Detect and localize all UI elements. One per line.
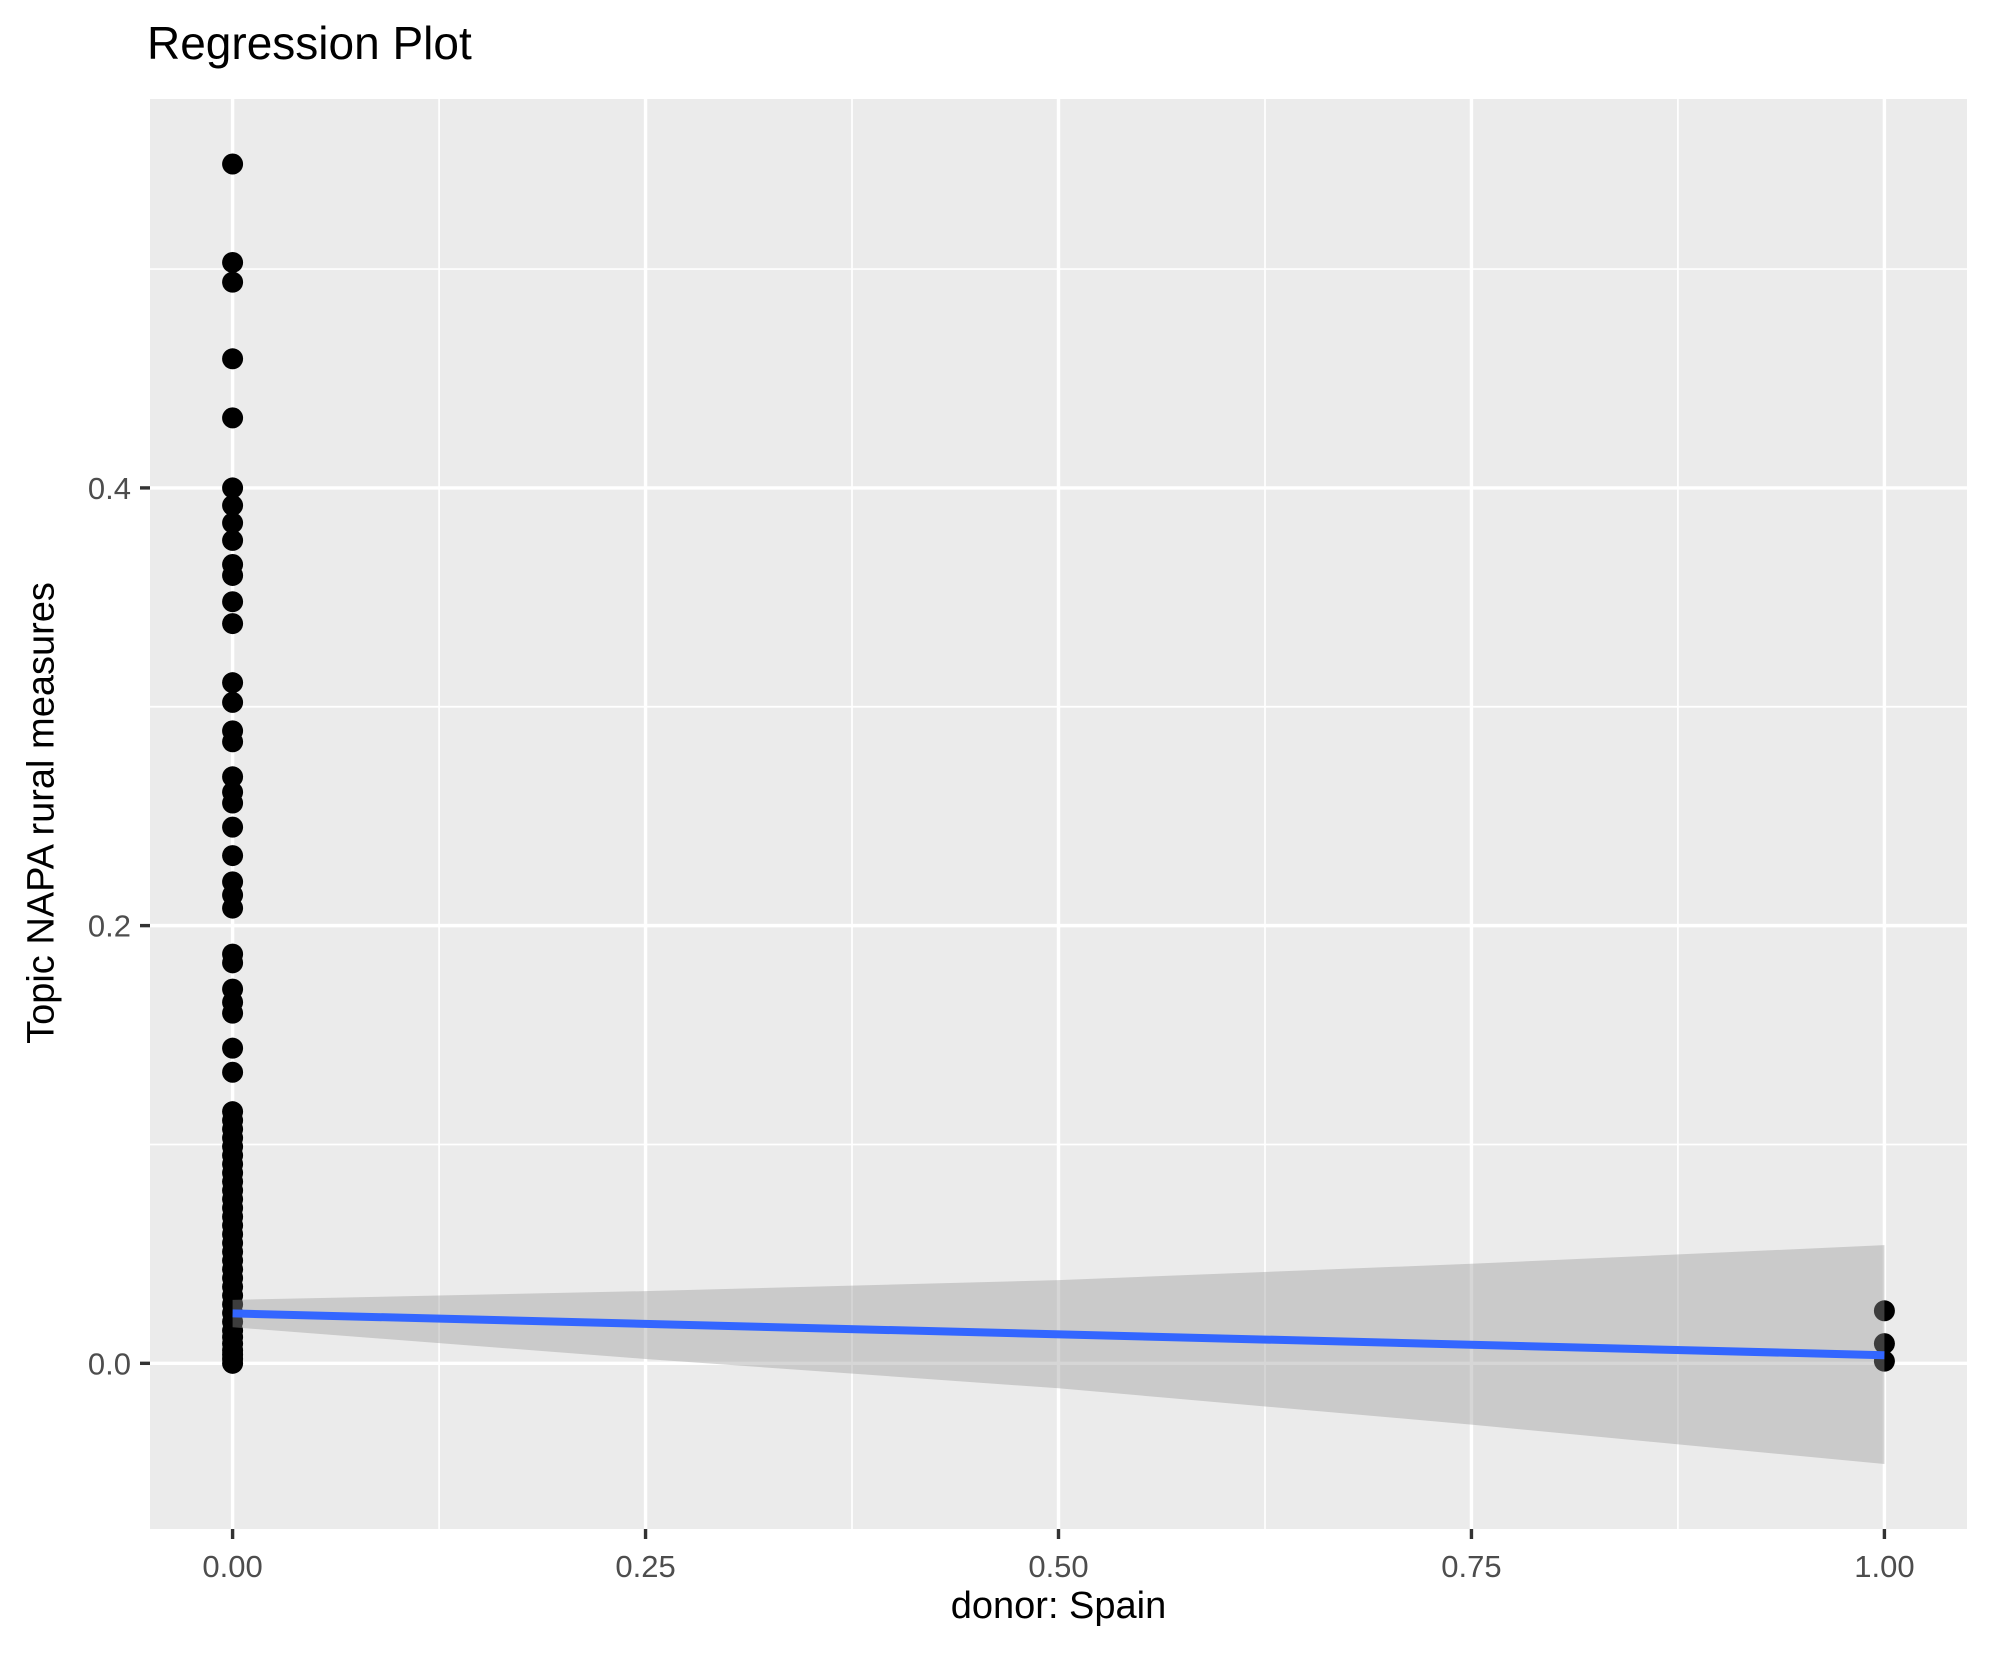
data-point	[222, 816, 244, 838]
data-point	[1873, 1300, 1895, 1322]
data-point	[222, 691, 244, 713]
y-tick-label: 0.4	[88, 471, 131, 506]
data-point	[222, 591, 244, 613]
regression-line	[232, 1309, 1885, 1360]
data-point	[222, 529, 244, 551]
data-point	[222, 672, 244, 694]
data-point	[222, 952, 244, 974]
data-point	[222, 1061, 244, 1083]
data-point	[222, 494, 244, 516]
x-tick-label: 0.50	[1028, 1549, 1088, 1584]
x-tick-label: 0.25	[615, 1549, 675, 1584]
x-tick-label: 0.00	[202, 1549, 262, 1584]
data-point	[222, 897, 244, 919]
y-tick-label: 0.0	[88, 1346, 131, 1381]
confidence-band	[232, 1245, 1885, 1464]
data-point	[222, 1037, 244, 1059]
data-point	[222, 731, 244, 753]
y-tick-label: 0.2	[88, 909, 131, 944]
data-point	[222, 271, 244, 293]
data-point	[222, 407, 244, 429]
data-point	[222, 1352, 244, 1374]
data-point	[222, 766, 244, 788]
data-point	[222, 153, 244, 175]
data-point	[222, 251, 244, 273]
x-axis-title: donor: Spain	[950, 1585, 1167, 1627]
data-point	[222, 512, 244, 534]
x-tick-label: 0.75	[1441, 1549, 1501, 1584]
data-point	[222, 613, 244, 635]
data-point	[222, 564, 244, 586]
data-point	[1873, 1333, 1895, 1355]
data-point	[222, 1002, 244, 1024]
data-point	[222, 792, 244, 814]
plot-title: Regression Plot	[147, 17, 472, 69]
y-axis-title: Topic NAPA rural measures	[20, 582, 63, 1044]
data-point	[222, 477, 244, 499]
data-point	[222, 348, 244, 370]
x-tick-label: 1.00	[1854, 1549, 1914, 1584]
data-point	[222, 845, 244, 867]
